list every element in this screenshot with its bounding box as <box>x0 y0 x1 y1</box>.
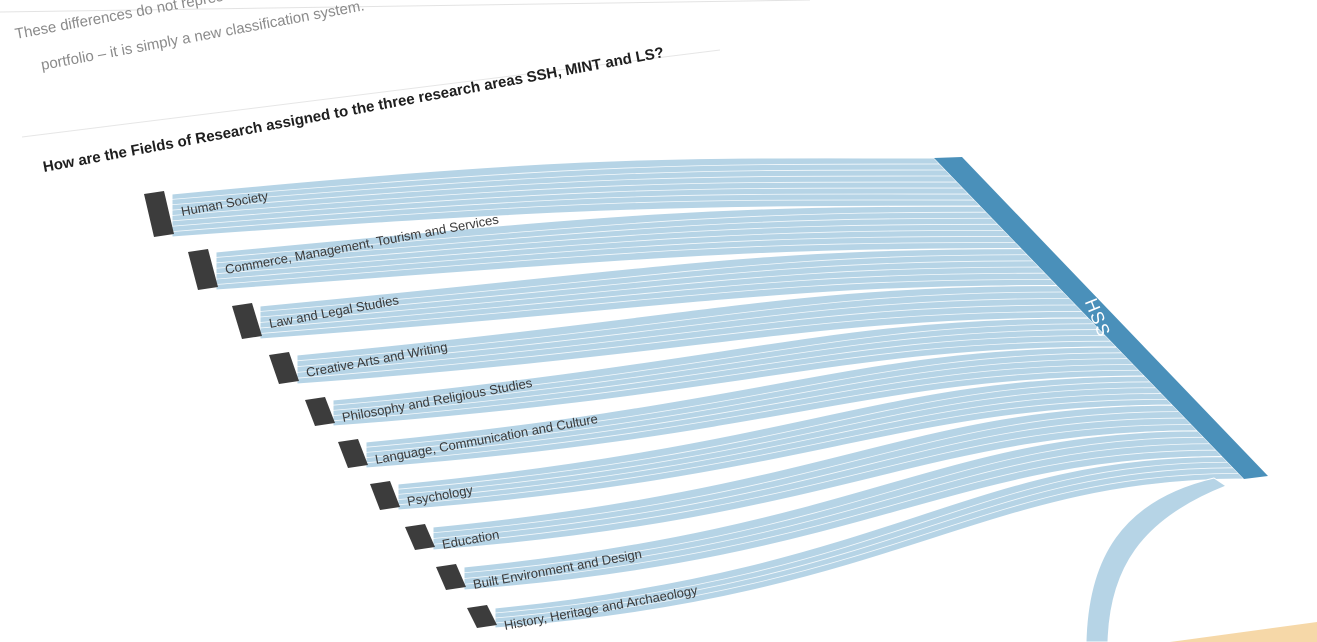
flow-strand <box>432 417 1186 539</box>
flow-strand <box>259 272 1046 329</box>
source-node[interactable] <box>144 191 174 237</box>
flow-strand <box>215 236 1010 280</box>
flow-strand <box>365 352 1123 448</box>
flow-strand <box>365 369 1140 464</box>
top-separator <box>0 0 811 13</box>
flow-strand <box>259 260 1034 318</box>
flow-strand <box>332 329 1100 411</box>
flow-strand <box>215 217 993 264</box>
source-node[interactable] <box>405 524 435 550</box>
flow-strand <box>463 436 1204 574</box>
source-node[interactable] <box>467 605 497 628</box>
flow-strand <box>397 393 1162 500</box>
flow-strand <box>171 169 946 206</box>
flow-strand <box>332 323 1095 406</box>
flow-strand <box>397 381 1151 490</box>
flow-strand <box>332 334 1106 416</box>
flow-strand <box>494 461 1228 614</box>
flow-strand <box>365 364 1134 458</box>
source-node[interactable] <box>436 564 466 590</box>
flow-strand <box>494 473 1239 624</box>
flow-strand <box>215 242 1016 285</box>
flow-strand <box>296 311 1083 379</box>
source-node[interactable] <box>269 352 299 384</box>
section-separator <box>21 49 721 138</box>
flow-strand <box>432 424 1192 545</box>
flow-strand <box>296 298 1070 367</box>
target-node-hss[interactable] <box>934 157 1268 479</box>
flow-strand <box>397 398 1168 506</box>
outgoing-flow <box>1085 477 1228 642</box>
corner-accent <box>1170 622 1317 642</box>
source-node[interactable] <box>188 249 218 290</box>
flow-strand <box>259 266 1040 323</box>
flow-strand <box>171 193 969 227</box>
flow-strand <box>463 443 1210 579</box>
flow-strand <box>432 411 1179 534</box>
flow-strand <box>463 449 1217 585</box>
flow-strand <box>171 199 975 233</box>
flow-strand <box>171 181 958 216</box>
flow-strand <box>296 304 1076 373</box>
question-heading: How are the Fields of Research assigned … <box>42 44 666 176</box>
source-node[interactable] <box>370 481 400 510</box>
flow-strand <box>332 340 1111 422</box>
source-node[interactable] <box>305 397 335 426</box>
flow-strand <box>215 229 1004 275</box>
flow-strand <box>397 387 1156 495</box>
flow-strand <box>494 467 1234 619</box>
flow-strand <box>171 175 952 211</box>
source-node[interactable] <box>232 303 262 339</box>
flow-strand <box>259 278 1052 334</box>
flow-strand <box>171 187 964 222</box>
flow-strand <box>365 358 1128 453</box>
source-node[interactable] <box>338 439 368 468</box>
flow-strand <box>296 291 1064 362</box>
flow-links <box>171 157 1246 642</box>
flow-strand <box>171 163 940 200</box>
flow-strand <box>259 254 1028 312</box>
flow-strand <box>215 223 999 269</box>
flow-strand <box>215 211 987 258</box>
